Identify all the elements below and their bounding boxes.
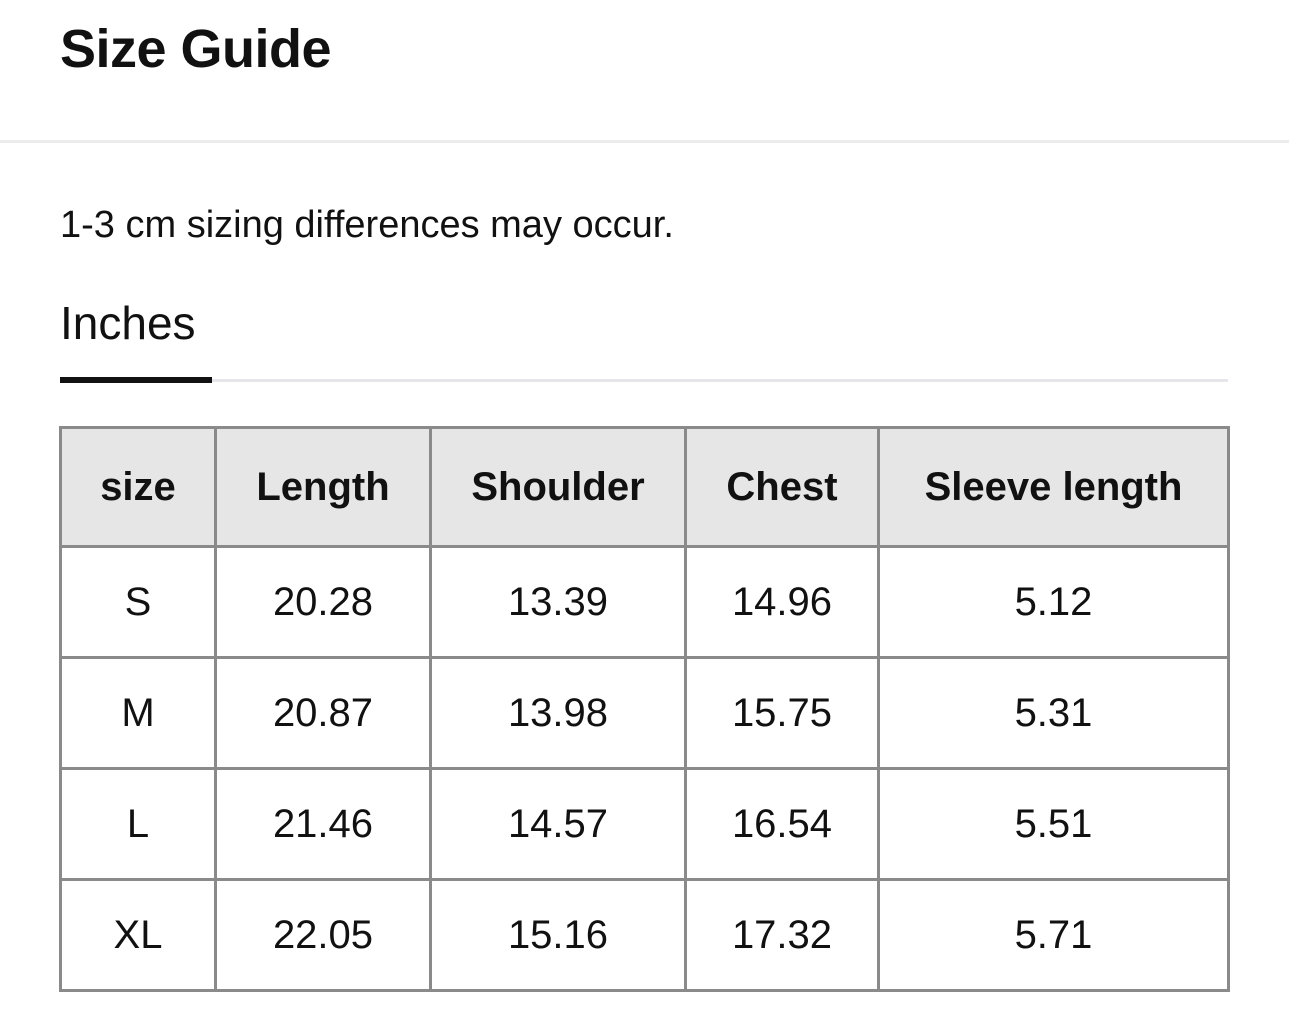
page-title: Size Guide — [60, 19, 332, 79]
table-cell: 14.96 — [684, 545, 880, 659]
unit-tabs: Inches — [60, 296, 1228, 384]
size-table: size Length Shoulder Chest Sleeve length… — [59, 426, 1230, 992]
table-cell: 14.57 — [429, 767, 687, 881]
table-row: XL 22.05 15.16 17.32 5.71 — [59, 878, 1230, 992]
table-cell: XL — [59, 878, 217, 992]
column-header: Length — [214, 426, 432, 548]
table-cell: 22.05 — [214, 878, 432, 992]
table-cell: 5.12 — [877, 545, 1230, 659]
active-tab-indicator — [60, 377, 212, 383]
table-cell: 17.32 — [684, 878, 880, 992]
column-header: Shoulder — [429, 426, 687, 548]
table-header-row: size Length Shoulder Chest Sleeve length — [59, 426, 1230, 548]
table-cell: 21.46 — [214, 767, 432, 881]
table-row: L 21.46 14.57 16.54 5.51 — [59, 767, 1230, 881]
table-row: M 20.87 13.98 15.75 5.31 — [59, 656, 1230, 770]
header-divider — [0, 140, 1289, 143]
sizing-note: 1-3 cm sizing differences may occur. — [60, 204, 674, 246]
table-cell: 20.87 — [214, 656, 432, 770]
table-cell: 13.39 — [429, 545, 687, 659]
table-cell: 15.16 — [429, 878, 687, 992]
table-cell: 5.31 — [877, 656, 1230, 770]
column-header: size — [59, 426, 217, 548]
table-cell: 5.71 — [877, 878, 1230, 992]
table-cell: 13.98 — [429, 656, 687, 770]
tab-inches[interactable]: Inches — [60, 297, 196, 349]
table-cell: 5.51 — [877, 767, 1230, 881]
table-cell: L — [59, 767, 217, 881]
table-row: S 20.28 13.39 14.96 5.12 — [59, 545, 1230, 659]
table-cell: 16.54 — [684, 767, 880, 881]
table-cell: 20.28 — [214, 545, 432, 659]
column-header: Chest — [684, 426, 880, 548]
column-header: Sleeve length — [877, 426, 1230, 548]
table-cell: S — [59, 545, 217, 659]
table-cell: 15.75 — [684, 656, 880, 770]
table-cell: M — [59, 656, 217, 770]
tab-divider — [60, 379, 1228, 382]
